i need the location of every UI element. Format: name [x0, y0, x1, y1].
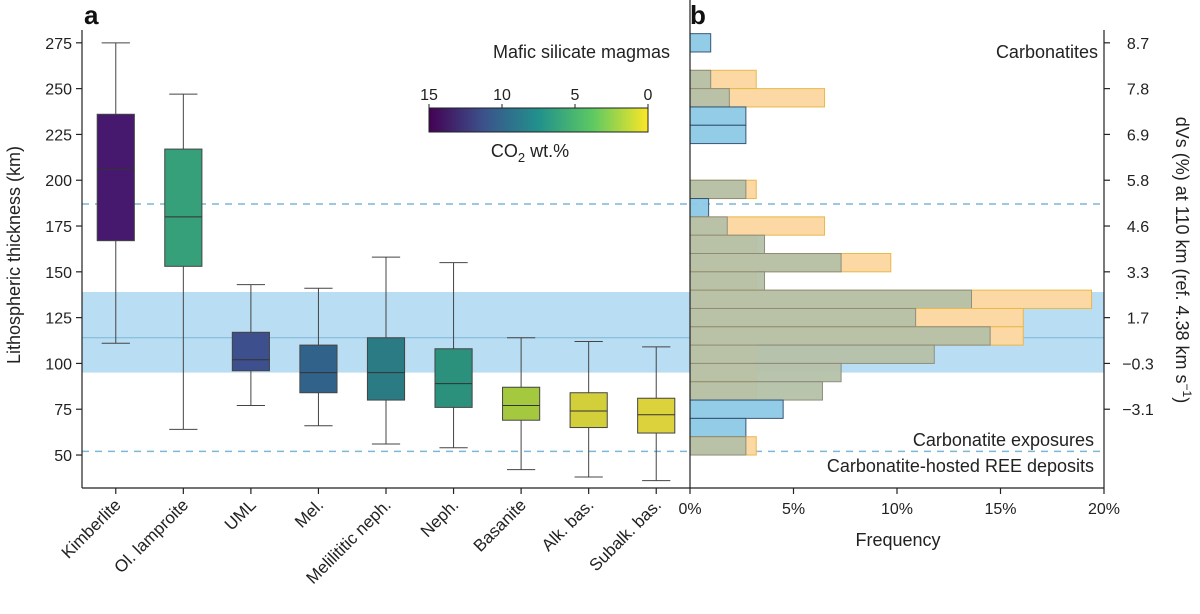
box-8	[637, 346, 676, 482]
y2-tick-label: 1.7	[1127, 311, 1149, 328]
box-body	[96, 113, 135, 242]
y-tick-label: 200	[45, 173, 72, 190]
box-body	[299, 344, 338, 394]
y2-tick-label: 3.3	[1127, 265, 1149, 282]
panel-a-title: Mafic silicate magmas	[493, 42, 670, 62]
box-2	[231, 284, 270, 407]
y-tick-label: 75	[54, 402, 72, 419]
box-1	[164, 93, 203, 430]
colorbar-tick-label: 0	[644, 87, 653, 104]
bar-carbonatite-exposures	[689, 88, 730, 108]
y-tick-label: 225	[45, 127, 72, 144]
y2-tick-label: 6.9	[1127, 127, 1149, 144]
box-body	[637, 397, 676, 434]
y2-tick-label: 4.6	[1127, 219, 1149, 236]
y2-tick-label: 5.8	[1127, 173, 1149, 190]
panel-b-title: Carbonatites	[996, 42, 1098, 62]
x-axis-label: Frequency	[855, 530, 940, 550]
y-tick-label: 150	[45, 265, 72, 282]
colorbar-tick-label: 5	[571, 87, 580, 104]
bar-carbonatite-exposures	[689, 307, 917, 328]
x-tick-label-b: 5%	[782, 501, 805, 518]
colorbar-label: CO2 wt.%	[491, 141, 569, 165]
box-body	[231, 331, 270, 372]
y-tick-label: 275	[45, 36, 72, 53]
y-tick-label: 125	[45, 311, 72, 328]
box-body	[569, 392, 608, 429]
bar-carbonatite-exposures	[689, 69, 712, 90]
legend-carbonatite-exposures: Carbonatite exposures	[913, 430, 1094, 450]
colorbar-tick-label: 15	[420, 87, 438, 104]
category-label: Alk. bas.	[538, 495, 598, 555]
y-axis-label: Lithospheric thickness (km)	[4, 146, 24, 364]
bar-carbonatite-exposures	[689, 289, 973, 309]
bar-carbonatite-exposures	[689, 326, 991, 346]
box-body	[434, 348, 473, 408]
bar-carbonatite-exposures	[689, 33, 712, 53]
colorbar-gradient	[428, 107, 649, 133]
y-tick-label: 100	[45, 356, 72, 373]
y-tick-label: 175	[45, 219, 72, 236]
category-label: Kimberlite	[58, 495, 125, 562]
box-7	[569, 340, 608, 478]
box-body	[366, 337, 406, 401]
y2-tick-label: −3.1	[1122, 402, 1154, 419]
bar-carbonatite-exposures	[689, 234, 766, 255]
bar-carbonatite-exposures	[689, 417, 747, 438]
bar-carbonatite-exposures	[689, 344, 935, 364]
box-3	[299, 287, 338, 427]
bar-carbonatite-exposures	[689, 399, 784, 419]
y2-tick-label: 7.8	[1127, 82, 1149, 99]
box-0	[96, 42, 135, 344]
box-6	[502, 337, 541, 471]
y2-axis-label: dVs (%) at 110 km (ref. 4.38 km s−1)	[1172, 117, 1194, 403]
bar-carbonatite-exposures	[689, 381, 823, 401]
y-tick-label: 50	[54, 448, 72, 465]
bar-carbonatite-exposures	[689, 436, 747, 456]
category-label: Mel.	[291, 495, 327, 531]
bar-carbonatite-exposures	[689, 106, 747, 126]
y2-tick-label: 8.7	[1127, 36, 1149, 53]
category-label: Basanite	[470, 495, 530, 555]
panel-b: 0% 5% 10% 15% 20% 8.7 7.8 6.9 5.8 4.6 3.3 1.7 −0.3 −…	[678, 0, 1194, 550]
panel-b-label: b	[690, 0, 706, 30]
colorbar-tick-label: 10	[493, 87, 511, 104]
category-label: Neph.	[417, 495, 463, 541]
bar-carbonatite-exposures	[689, 362, 842, 383]
bar-carbonatite-exposures	[689, 253, 842, 273]
x-tick-label-b: 20%	[1088, 501, 1120, 518]
bar-carbonatite-exposures	[689, 124, 747, 145]
category-label: Subalk. bas.	[585, 495, 665, 575]
bar-carbonatite-exposures	[689, 198, 710, 218]
bar-carbonatite-exposures	[689, 179, 747, 200]
bar-carbonatite-exposures	[689, 271, 766, 291]
x-tick-label-b: 15%	[984, 501, 1016, 518]
bar-carbonatite-exposures	[689, 216, 728, 236]
x-tick-label-b: 10%	[881, 501, 913, 518]
y2-tick-label: −0.3	[1122, 356, 1154, 373]
x-tick-label-b: 0%	[678, 501, 701, 518]
legend-ree-deposits: Carbonatite-hosted REE deposits	[827, 456, 1094, 476]
y-tick-label: 250	[45, 82, 72, 99]
colorbar: 15 10 5 0 CO2 wt.%	[420, 87, 652, 165]
box-body	[502, 386, 541, 421]
box-4	[366, 256, 406, 445]
box-5	[434, 262, 473, 449]
box-body	[164, 148, 203, 267]
panel-a-label: a	[84, 0, 99, 30]
category-label: UML	[221, 495, 260, 534]
